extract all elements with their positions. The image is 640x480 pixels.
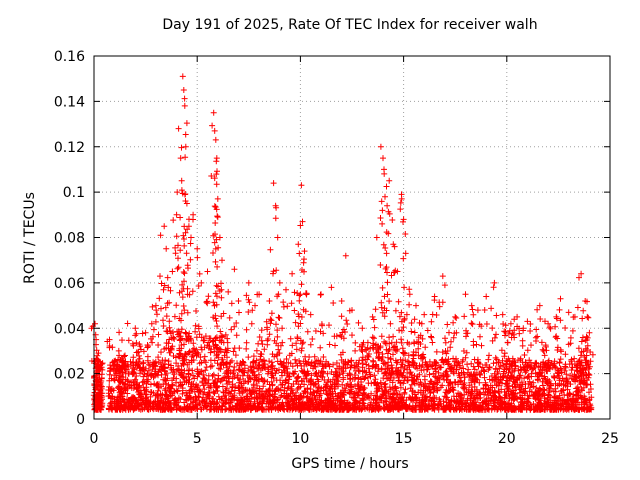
y-tick-label-6: 0.12 bbox=[54, 140, 85, 156]
roti-points bbox=[88, 73, 596, 413]
x-tick-label-3: 15 bbox=[395, 431, 413, 447]
y-tick-label-4: 0.08 bbox=[54, 231, 85, 247]
y-tick-label-0: 0 bbox=[76, 412, 85, 428]
x-tick-label-0: 0 bbox=[90, 431, 99, 447]
y-tick-label-1: 0.02 bbox=[54, 367, 85, 383]
x-axis-label: GPS time / hours bbox=[291, 456, 409, 472]
y-tick-label-8: 0.16 bbox=[54, 49, 85, 65]
y-tick-label-3: 0.06 bbox=[54, 276, 85, 292]
chart-title: Day 191 of 2025, Rate Of TEC Index for r… bbox=[162, 17, 538, 33]
data-points bbox=[88, 73, 596, 413]
x-tick-label-4: 20 bbox=[498, 431, 516, 447]
y-tick-label-7: 0.14 bbox=[54, 94, 85, 110]
y-tick-label-5: 0.1 bbox=[63, 185, 85, 201]
y-tick-label-2: 0.04 bbox=[54, 321, 85, 337]
x-tick-label-5: 25 bbox=[601, 431, 619, 447]
grid-lines bbox=[94, 56, 610, 419]
x-tick-label-2: 10 bbox=[291, 431, 309, 447]
x-tick-label-1: 5 bbox=[193, 431, 202, 447]
y-axis-label: ROTI / TECUs bbox=[22, 192, 38, 284]
axes: 0 5 10 15 20 25 0 0.02 0.04 0.06 0.08 0.1 0.12 0.14 0.… bbox=[54, 49, 619, 447]
